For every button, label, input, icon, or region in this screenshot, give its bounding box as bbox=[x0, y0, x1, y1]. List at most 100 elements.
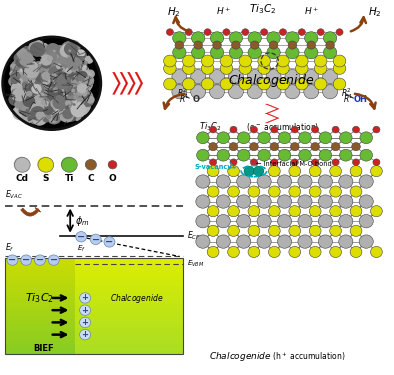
Circle shape bbox=[81, 90, 87, 97]
Circle shape bbox=[85, 56, 93, 64]
Circle shape bbox=[63, 56, 75, 67]
Text: $Chalcogenide$: $Chalcogenide$ bbox=[110, 292, 164, 305]
Circle shape bbox=[248, 46, 261, 59]
Circle shape bbox=[70, 62, 81, 73]
Circle shape bbox=[11, 68, 15, 73]
Circle shape bbox=[51, 49, 62, 59]
Circle shape bbox=[194, 41, 203, 49]
Circle shape bbox=[74, 89, 89, 103]
Circle shape bbox=[247, 69, 262, 84]
Circle shape bbox=[57, 96, 65, 103]
Circle shape bbox=[25, 68, 31, 73]
Circle shape bbox=[201, 63, 214, 74]
Circle shape bbox=[258, 63, 270, 74]
Circle shape bbox=[39, 158, 52, 171]
Circle shape bbox=[57, 47, 62, 53]
Circle shape bbox=[70, 99, 79, 108]
Circle shape bbox=[19, 69, 23, 72]
Circle shape bbox=[309, 166, 321, 177]
Circle shape bbox=[41, 78, 55, 90]
Circle shape bbox=[207, 186, 219, 197]
Circle shape bbox=[47, 87, 63, 102]
Circle shape bbox=[86, 68, 89, 71]
Polygon shape bbox=[265, 104, 279, 114]
Circle shape bbox=[61, 158, 77, 172]
Circle shape bbox=[196, 175, 210, 188]
Circle shape bbox=[314, 78, 327, 90]
Circle shape bbox=[67, 103, 81, 116]
Circle shape bbox=[26, 62, 31, 66]
Bar bbox=[75, 341, 183, 344]
Circle shape bbox=[370, 246, 382, 258]
Text: $E_{VBM}$: $E_{VBM}$ bbox=[187, 259, 204, 269]
Circle shape bbox=[286, 46, 299, 59]
Bar bbox=[75, 267, 183, 270]
Circle shape bbox=[29, 79, 34, 84]
Circle shape bbox=[11, 79, 22, 89]
Circle shape bbox=[79, 106, 89, 115]
Circle shape bbox=[50, 109, 55, 114]
Text: O: O bbox=[192, 95, 199, 104]
Circle shape bbox=[182, 78, 195, 90]
Circle shape bbox=[28, 114, 32, 117]
Circle shape bbox=[258, 149, 270, 161]
Circle shape bbox=[26, 47, 35, 55]
Circle shape bbox=[56, 63, 62, 69]
Circle shape bbox=[191, 69, 206, 84]
Bar bbox=[5, 296, 75, 299]
Circle shape bbox=[83, 75, 94, 86]
Circle shape bbox=[89, 101, 92, 104]
Circle shape bbox=[26, 102, 37, 112]
Circle shape bbox=[73, 71, 81, 79]
Circle shape bbox=[207, 225, 219, 236]
Circle shape bbox=[45, 75, 47, 78]
Circle shape bbox=[220, 63, 233, 74]
Circle shape bbox=[339, 175, 353, 188]
Circle shape bbox=[78, 94, 84, 99]
Circle shape bbox=[18, 88, 27, 97]
Circle shape bbox=[271, 159, 278, 166]
Circle shape bbox=[12, 88, 27, 102]
Circle shape bbox=[210, 32, 224, 44]
Circle shape bbox=[22, 77, 32, 86]
Bar bbox=[5, 338, 75, 341]
Bar bbox=[75, 338, 183, 341]
Circle shape bbox=[56, 110, 68, 121]
Circle shape bbox=[41, 60, 51, 69]
Text: Cd: Cd bbox=[16, 174, 29, 183]
Circle shape bbox=[197, 149, 209, 161]
Circle shape bbox=[228, 225, 240, 236]
Bar bbox=[5, 315, 75, 319]
Circle shape bbox=[196, 214, 210, 228]
Circle shape bbox=[185, 29, 192, 35]
Circle shape bbox=[330, 225, 342, 236]
Circle shape bbox=[191, 46, 205, 59]
Circle shape bbox=[216, 235, 230, 248]
Circle shape bbox=[33, 94, 36, 97]
Polygon shape bbox=[120, 72, 128, 94]
Bar bbox=[75, 348, 183, 351]
Circle shape bbox=[21, 91, 34, 103]
Circle shape bbox=[253, 166, 264, 176]
Circle shape bbox=[22, 81, 29, 88]
Text: +: + bbox=[82, 306, 89, 315]
Circle shape bbox=[10, 71, 20, 81]
Circle shape bbox=[72, 88, 77, 92]
Circle shape bbox=[277, 63, 289, 74]
Circle shape bbox=[71, 84, 82, 94]
Circle shape bbox=[266, 85, 281, 99]
Circle shape bbox=[28, 86, 39, 96]
Circle shape bbox=[319, 149, 332, 161]
Circle shape bbox=[248, 206, 260, 217]
Circle shape bbox=[279, 29, 286, 35]
Text: $R^2$: $R^2$ bbox=[341, 86, 351, 99]
Circle shape bbox=[58, 107, 70, 118]
Text: $R^1$: $R^1$ bbox=[179, 93, 190, 105]
Circle shape bbox=[59, 74, 62, 76]
Bar bbox=[5, 341, 75, 344]
Circle shape bbox=[268, 206, 280, 217]
Circle shape bbox=[258, 132, 270, 144]
Circle shape bbox=[87, 161, 94, 168]
Circle shape bbox=[260, 29, 268, 35]
Bar bbox=[75, 334, 183, 338]
